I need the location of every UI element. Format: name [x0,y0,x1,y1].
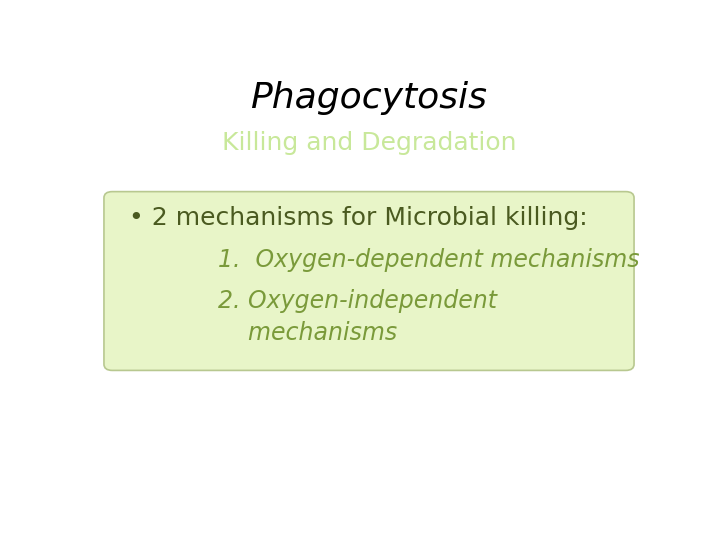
Text: Phagocytosis: Phagocytosis [251,82,487,116]
Text: Killing and Degradation: Killing and Degradation [222,131,516,156]
Text: 2. Oxygen-independent
    mechanisms: 2. Oxygen-independent mechanisms [218,289,498,345]
Text: 1.  Oxygen-dependent mechanisms: 1. Oxygen-dependent mechanisms [218,248,640,272]
Text: • 2 mechanisms for Microbial killing:: • 2 mechanisms for Microbial killing: [129,206,588,230]
FancyBboxPatch shape [104,192,634,370]
